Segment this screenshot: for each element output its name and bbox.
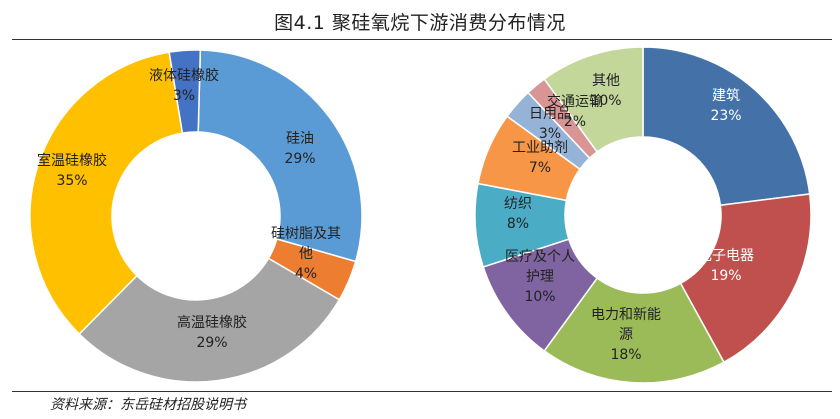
slice-label-2-5: 纺织 8% <box>504 196 532 232</box>
chart-title: 图4.1 聚硅氧烷下游消费分布情况 <box>274 12 566 34</box>
slice-label-1-1: 硅油 29% <box>284 131 315 167</box>
donut-chart-downstream-industries: 建筑 23% 电子电器 19% 电力和新能源 18% 医疗及个人护理 10% 纺织 8% 工业助剂 7… <box>474 46 812 384</box>
slice-label-2-7: 日用品 3% <box>529 106 571 142</box>
slice-label-2-2: 电子电器 19% <box>698 248 754 284</box>
donut-slice-2-2 <box>679 193 812 364</box>
slice-label-2-8: 交通运输 2% <box>547 93 603 130</box>
slice-label-1-2: 硅树脂及其他 4% <box>271 226 341 282</box>
slice-label-1-5: 液体硅橡胶 3% <box>149 67 219 104</box>
donut-slice-2-3 <box>543 277 725 384</box>
donut-slice-1-5 <box>168 49 202 134</box>
title-divider <box>12 39 832 40</box>
slice-label-2-4: 医疗及个人护理 10% <box>505 249 575 305</box>
source-note: 资料来源：东岳硅材招股说明书 <box>50 397 246 413</box>
slice-label-2-3: 电力和新能源 18% <box>591 307 661 363</box>
donut-slice-1-3 <box>78 257 341 383</box>
donut-chart-silicone-products: 硅油 29% 硅树脂及其他 4% 高温硅橡胶 29% 室温硅橡胶 35% 液体硅橡胶 3% <box>29 49 363 383</box>
donut-charts: 硅油 29% 硅树脂及其他 4% 高温硅橡胶 29% 室温硅橡胶 35% 液体硅橡胶 3% 建筑 2… <box>29 46 812 384</box>
donut-slice-2-9 <box>543 46 644 153</box>
slice-label-1-4: 室温硅橡胶 35% <box>37 152 107 189</box>
slice-label-2-9: 其他 10% <box>590 73 621 109</box>
donut-slice-2-1 <box>642 46 811 207</box>
slice-label-1-3: 高温硅橡胶 29% <box>177 314 247 351</box>
slice-label-2-1: 建筑 23% <box>710 88 741 124</box>
source-divider <box>12 391 832 392</box>
slice-label-2-6: 工业助剂 7% <box>512 140 568 176</box>
donut-slice-1-1 <box>197 49 363 263</box>
donut-slice-1-4 <box>29 51 184 336</box>
